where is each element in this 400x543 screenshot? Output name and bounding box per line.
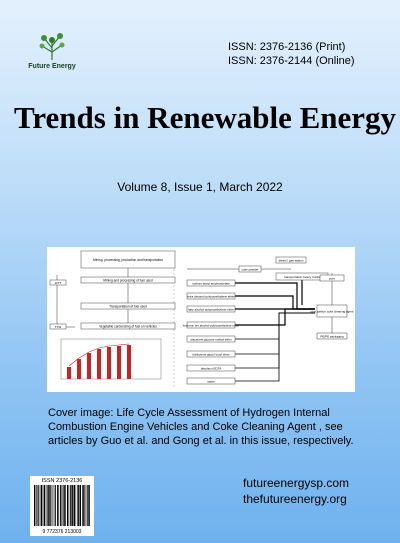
figure-box-label: WTT bbox=[55, 281, 62, 285]
figure-box bbox=[186, 335, 236, 343]
figure-box bbox=[186, 321, 236, 329]
figure-box bbox=[186, 350, 236, 358]
figure-box-label: disodium EDTA bbox=[201, 366, 222, 370]
figure-box bbox=[80, 276, 176, 284]
barcode-bar bbox=[71, 485, 73, 526]
barcode-bar bbox=[69, 485, 71, 526]
figure-box-label: TTW bbox=[55, 325, 62, 329]
barcode-bar bbox=[75, 485, 77, 526]
figure-box bbox=[186, 364, 236, 372]
figure-box-label: Mining, processing, production and trans… bbox=[93, 258, 163, 262]
figure-box bbox=[49, 323, 67, 330]
figure-box-label: diacetone glucose methyl ether bbox=[190, 337, 232, 341]
figure-box-label: pure bbox=[329, 276, 335, 280]
barcode-bar bbox=[64, 485, 66, 526]
website-url: futureenergysp.com bbox=[243, 476, 350, 490]
barcode-bar bbox=[38, 485, 40, 526]
journal-title: Trends in Renewable Energy bbox=[13, 100, 397, 135]
barcode-bar bbox=[51, 485, 53, 526]
barcode-bar bbox=[79, 485, 81, 526]
barcode: ISSN 2376-2136 9 772376 213003 bbox=[30, 476, 94, 536]
barcode-bar bbox=[40, 485, 43, 526]
figure-box-label: triethylene glycol butyl ether bbox=[192, 352, 229, 356]
figure-box-label: sodium lauryl amphoacetate bbox=[192, 281, 230, 285]
barcode-bar bbox=[57, 485, 59, 526]
barcode-bar bbox=[43, 485, 46, 526]
website-url: thefutureenergy.org bbox=[243, 492, 347, 506]
barcode-issn: ISSN 2376-2136 bbox=[42, 478, 83, 484]
barcode-bar bbox=[88, 485, 90, 526]
figure-box bbox=[80, 322, 176, 330]
barcode-digits: 9 772376 213003 bbox=[43, 529, 82, 535]
barcode-bar bbox=[62, 485, 64, 526]
figure-box bbox=[238, 265, 262, 273]
barcode-bar bbox=[59, 485, 61, 526]
barcode-bar bbox=[48, 485, 50, 526]
barcode-bar bbox=[54, 485, 56, 526]
logo: Future Energy bbox=[28, 33, 76, 70]
figure-box-label: PE/PE packaging bbox=[320, 334, 344, 338]
barcode-bar bbox=[82, 485, 84, 526]
figure-box-label: coke powder bbox=[241, 267, 258, 271]
figure-box bbox=[49, 279, 67, 286]
barcode-bar bbox=[34, 485, 35, 526]
figure-box-label: diesel / gas station bbox=[279, 258, 304, 262]
barcode-bar bbox=[35, 485, 37, 526]
figure-arrow bbox=[235, 308, 315, 326]
figure-box-label: tetra decanol polyoxyethylene ether bbox=[187, 294, 234, 298]
issn-print: ISSN: 2376-2136 (Print) bbox=[228, 41, 346, 53]
barcode-bar bbox=[37, 485, 38, 526]
barcode-bar bbox=[67, 485, 69, 526]
figure-box bbox=[275, 256, 307, 264]
figure-box bbox=[186, 292, 236, 300]
barcode-bar bbox=[50, 485, 52, 526]
issn-online: ISSN: 2376-2144 (Online) bbox=[228, 55, 355, 67]
logo-text: Future Energy bbox=[28, 63, 76, 70]
barcode-bar bbox=[84, 485, 86, 526]
barcode-bar bbox=[77, 485, 79, 526]
figure-box bbox=[319, 274, 345, 282]
barcode-bar bbox=[61, 485, 62, 526]
cover-figure: Mining, processing, production and trans… bbox=[47, 247, 355, 392]
figure-box bbox=[316, 304, 348, 318]
figure-box bbox=[186, 377, 236, 385]
figure-box-label: Vegetable carbonizing of fuel on vehicle… bbox=[99, 324, 157, 328]
figure-box-label: Transportation of fuel used bbox=[109, 304, 147, 308]
barcode-bar bbox=[46, 485, 48, 526]
mini-chart bbox=[60, 338, 162, 380]
barcode-bar bbox=[86, 485, 88, 526]
figure-box bbox=[186, 305, 236, 313]
barcode-bar bbox=[42, 485, 44, 526]
figure-box-label: Mining and processing of fuel used bbox=[103, 278, 152, 282]
figure-box-label: new carbon coke cleaning agent bbox=[310, 309, 353, 313]
figure-box bbox=[316, 332, 348, 340]
cover-caption: Cover image: Life Cycle Assessment of Hy… bbox=[48, 407, 354, 447]
figure-box-label: water bbox=[207, 379, 214, 383]
barcode-bar bbox=[53, 485, 55, 526]
figure-box bbox=[80, 302, 176, 310]
figure-box-label: fatty alcohol polyoxyethylene ether bbox=[188, 307, 234, 311]
figure-box bbox=[80, 250, 176, 269]
figure-box-label: isomeric ten alcohol polyoxyethylene eth… bbox=[183, 323, 240, 327]
figure-arrow bbox=[235, 312, 315, 382]
figure-box bbox=[186, 279, 236, 287]
issue-info: Volume 8, Issue 1, March 2022 bbox=[117, 180, 283, 194]
barcode-bar bbox=[73, 485, 75, 526]
figure-box-label: transportation heavy trucks bbox=[284, 275, 321, 279]
